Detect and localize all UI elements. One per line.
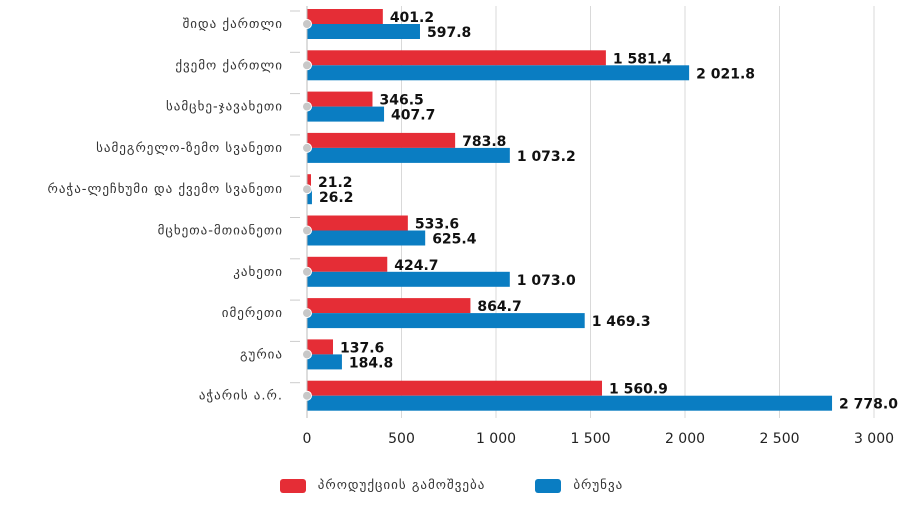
category-label: მცხეთა-მთიანეთი — [158, 224, 283, 239]
value-label-production: 1 581.4 — [613, 51, 672, 67]
bar-turnover — [307, 313, 585, 329]
axis-marker-dot — [302, 101, 312, 112]
value-label-production: 864.7 — [477, 299, 521, 315]
axis-marker-dot — [302, 184, 312, 195]
legend-swatch-turnover — [535, 478, 562, 493]
axis-marker-dot — [302, 142, 312, 153]
value-label-production: 533.6 — [415, 217, 459, 233]
x-tick-label: 2 500 — [759, 431, 799, 447]
value-label-production: 137.6 — [340, 340, 384, 356]
chart-legend: პროდუქციის გამოშვება ბრუნვა — [0, 478, 903, 493]
legend-label-production: პროდუქციის გამოშვება — [317, 478, 486, 493]
bar-production — [307, 174, 312, 190]
value-label-turnover: 2 021.8 — [696, 66, 755, 82]
value-label-turnover: 1 073.0 — [517, 273, 576, 289]
bar-turnover — [307, 147, 510, 163]
bar-production — [307, 215, 408, 231]
x-tick-label: 3 000 — [854, 431, 894, 447]
bar-production — [307, 50, 606, 66]
bar-turnover — [307, 271, 510, 287]
legend-item-production: პროდუქციის გამოშვება — [279, 478, 486, 493]
category-label: შიდა ქართლი — [183, 17, 283, 32]
legend-swatch-production — [279, 478, 306, 493]
bar-production — [307, 380, 603, 396]
x-tick-label: 0 — [303, 431, 312, 447]
bar-turnover — [307, 354, 342, 370]
value-label-turnover: 1 073.2 — [517, 149, 576, 165]
axis-marker-dot — [302, 308, 312, 319]
legend-item-turnover: ბრუნვა — [535, 478, 623, 493]
value-label-production: 401.2 — [390, 10, 434, 26]
bar-production — [307, 298, 471, 314]
value-label-turnover: 407.7 — [391, 108, 435, 124]
value-label-turnover: 625.4 — [432, 232, 477, 248]
category-label: სამეგრელო-ზემო სვანეთი — [96, 141, 283, 156]
category-label: კახეთი — [233, 265, 283, 280]
x-tick-label: 1 500 — [570, 431, 610, 447]
bar-production — [307, 9, 383, 24]
value-label-turnover: 26.2 — [319, 190, 354, 206]
bar-turnover — [307, 65, 690, 81]
category-label: რაჭა-ლეჩხუმი და ქვემო სვანეთი — [47, 182, 283, 197]
bar-production — [307, 339, 334, 355]
category-label: აჭარის ა.რ. — [199, 389, 283, 404]
category-label: ქვემო ქართლი — [175, 58, 283, 73]
bar-production — [307, 91, 373, 107]
value-label-turnover: 1 469.3 — [592, 314, 651, 330]
x-tick-label: 500 — [388, 431, 415, 447]
value-label-production: 21.2 — [318, 175, 353, 191]
x-tick-label: 1 000 — [476, 431, 516, 447]
value-label-production: 424.7 — [394, 258, 438, 274]
category-label: გურია — [240, 347, 283, 362]
value-label-production: 783.8 — [462, 134, 506, 150]
category-label: სამცხე-ჯავახეთი — [166, 100, 283, 115]
axis-marker-dot — [302, 266, 312, 277]
x-tick-label: 2 000 — [665, 431, 705, 447]
value-label-production: 1 560.9 — [609, 382, 668, 398]
axis-marker-dot — [302, 19, 312, 29]
axis-marker-dot — [302, 390, 312, 401]
bar-turnover — [307, 230, 426, 246]
value-label-turnover: 184.8 — [349, 355, 393, 371]
bar-turnover — [307, 24, 420, 39]
legend-label-turnover: ბრუნვა — [573, 478, 624, 493]
bar-turnover — [307, 395, 833, 411]
axis-marker-dot — [302, 349, 312, 360]
value-label-production: 346.5 — [379, 93, 423, 109]
axis-marker-dot — [302, 225, 312, 236]
value-label-turnover: 597.8 — [427, 25, 471, 41]
value-label-turnover: 2 778.0 — [839, 397, 898, 413]
bar-production — [307, 256, 388, 272]
bar-turnover — [307, 106, 385, 122]
category-label: იმერეთი — [222, 306, 283, 321]
bar-turnover — [307, 189, 312, 205]
axis-marker-dot — [302, 60, 312, 71]
bar-production — [307, 132, 456, 148]
